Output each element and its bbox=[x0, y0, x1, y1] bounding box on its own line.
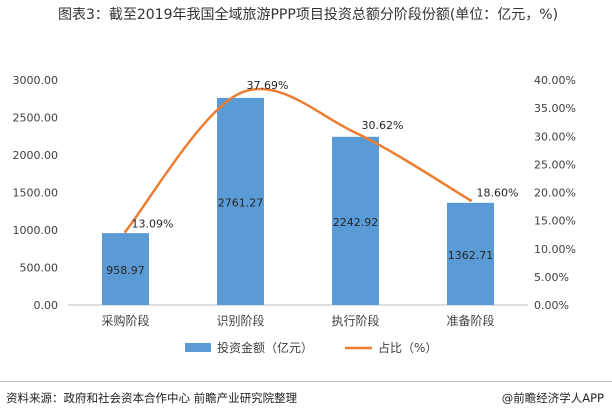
y-right-tick-label: 35.00% bbox=[534, 102, 576, 115]
chart-title: 图表3：截至2019年我国全域旅游PPP项目投资总额分阶段份额(单位：亿元，%) bbox=[57, 7, 559, 23]
line-value-label: 18.60% bbox=[477, 186, 519, 199]
line-value-label: 13.09% bbox=[132, 217, 174, 230]
category-label: 采购阶段 bbox=[101, 313, 149, 328]
line-series bbox=[124, 87, 472, 233]
legend-bar-label: 投资金额（亿元） bbox=[217, 340, 313, 355]
bar bbox=[332, 136, 379, 305]
y-right-tick-label: 5.00% bbox=[534, 271, 569, 284]
y-right-tick-label: 10.00% bbox=[534, 243, 576, 256]
bar-value-label: 2242.92 bbox=[333, 216, 379, 229]
y-left-tick-label: 2500.00 bbox=[13, 112, 59, 125]
bar-value-label: 958.97 bbox=[106, 264, 145, 277]
y-left-tick-label: 3000.00 bbox=[13, 74, 59, 87]
y-right-tick-label: 25.00% bbox=[534, 158, 576, 171]
category-label: 准备阶段 bbox=[446, 313, 494, 328]
bar-value-label: 2761.27 bbox=[218, 196, 264, 209]
source-note: 资料来源：政府和社会资本合作中心 前瞻产业研究院整理 bbox=[6, 391, 298, 405]
line-point bbox=[469, 198, 472, 202]
y-left-tick-label: 1500.00 bbox=[13, 187, 59, 200]
bars bbox=[102, 97, 494, 305]
line-value-label: 37.69% bbox=[247, 79, 289, 92]
y-left-tick-label: 0.00 bbox=[34, 299, 59, 312]
category-label: 识别阶段 bbox=[216, 313, 264, 328]
y-right-tick-label: 15.00% bbox=[534, 215, 576, 228]
line-point bbox=[239, 91, 242, 95]
y-right-tick-label: 30.00% bbox=[534, 130, 576, 143]
y-right-tick-label: 20.00% bbox=[534, 187, 576, 200]
category-label: 执行阶段 bbox=[331, 313, 379, 328]
line-labels: 13.09% 37.69% 30.62% 18.60% bbox=[132, 79, 519, 230]
legend: 投资金额（亿元） 占比（%） bbox=[185, 340, 437, 355]
y-left-tick-label: 2000.00 bbox=[13, 149, 59, 162]
y-left-tick-label: 1000.00 bbox=[13, 224, 59, 237]
footer-divider bbox=[0, 381, 612, 382]
bar bbox=[447, 202, 494, 305]
category-labels: 采购阶段 识别阶段 执行阶段 准备阶段 bbox=[101, 313, 494, 328]
y-right-tick-label: 0.00% bbox=[534, 299, 569, 312]
bar-value-label: 1362.71 bbox=[448, 249, 494, 262]
legend-bar-swatch bbox=[185, 343, 211, 352]
legend-line-label: 占比（%） bbox=[378, 340, 437, 355]
line-point bbox=[124, 229, 127, 233]
share-line bbox=[124, 87, 472, 233]
credit-note: @前瞻经济学人APP bbox=[501, 391, 604, 405]
y-left-tick-label: 500.00 bbox=[20, 262, 59, 275]
bar-labels: 958.97 2761.27 2242.92 1362.71 bbox=[106, 196, 493, 277]
line-value-label: 30.62% bbox=[362, 119, 404, 132]
bar bbox=[217, 97, 264, 305]
line-point bbox=[354, 131, 357, 135]
axes: 0.00 500.00 1000.00 1500.00 2000.00 2500.00 30… bbox=[13, 74, 576, 312]
y-right-tick-label: 40.00% bbox=[534, 74, 576, 87]
bar bbox=[102, 233, 149, 305]
